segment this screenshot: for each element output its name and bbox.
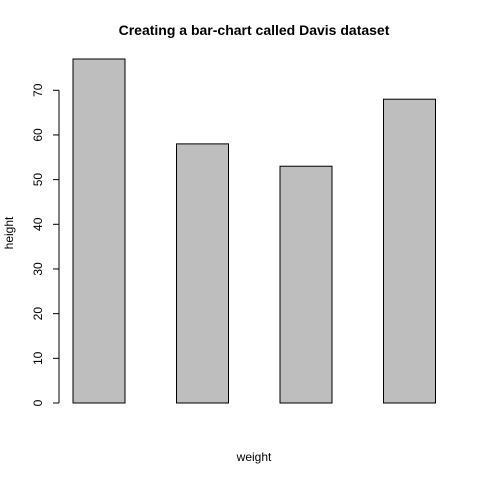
y-tick-label: 30 <box>31 262 45 276</box>
y-axis: 0 10 20 30 40 50 60 70 <box>31 83 60 406</box>
y-tick-label: 40 <box>31 217 45 231</box>
y-tick-label: 50 <box>31 173 45 187</box>
y-tick-label: 10 <box>31 351 45 365</box>
y-axis-label: height <box>2 216 16 249</box>
bar-4 <box>383 98 436 404</box>
bar-3 <box>279 165 333 404</box>
y-tick-label: 60 <box>31 128 45 142</box>
bars <box>72 58 436 404</box>
bar-1 <box>72 58 126 404</box>
x-axis-label: weight <box>236 450 272 464</box>
y-tick-label: 70 <box>31 83 45 97</box>
chart-title: Creating a bar-chart called Davis datase… <box>119 22 390 38</box>
y-tick-label: 0 <box>31 399 45 406</box>
bar-2 <box>176 143 229 404</box>
y-tick-label: 20 <box>31 307 45 321</box>
